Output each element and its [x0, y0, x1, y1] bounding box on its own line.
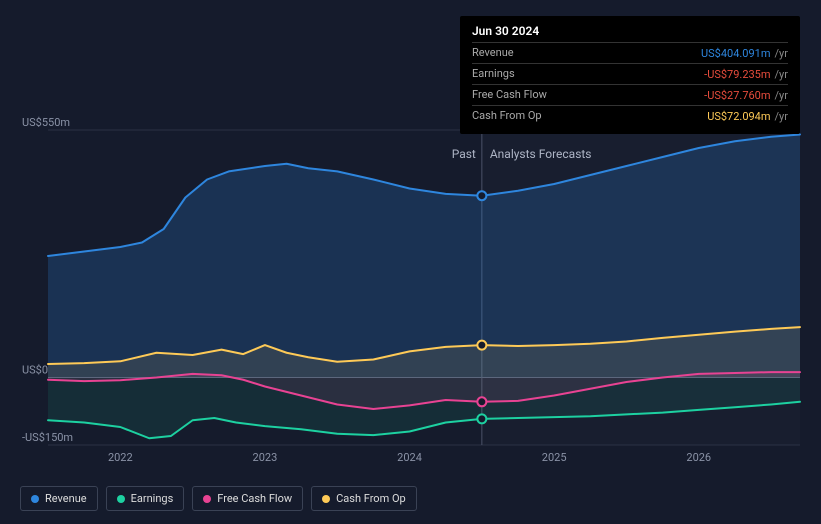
- series-marker-revenue[interactable]: [477, 191, 486, 200]
- x-axis-label: 2025: [542, 451, 567, 464]
- tooltip-row-label: Earnings: [472, 67, 515, 81]
- tooltip-row-suffix: /yr: [775, 68, 788, 81]
- y-axis-label: US$0: [22, 364, 48, 377]
- legend-dot-icon: [117, 495, 125, 503]
- legend-dot-icon: [203, 495, 211, 503]
- tooltip: Jun 30 2024 RevenueUS$404.091m/yrEarning…: [460, 16, 800, 134]
- legend-dot-icon: [322, 495, 330, 503]
- tooltip-row: Cash From Op US$72.094m/yr: [472, 105, 788, 126]
- tooltip-row-value-wrap: US$404.091m/yr: [701, 46, 788, 60]
- legend-item-earnings[interactable]: Earnings: [106, 486, 185, 511]
- x-axis-label: 2026: [686, 451, 711, 464]
- tooltip-row-value: US$72.094m: [707, 110, 770, 123]
- legend-item-label: Free Cash Flow: [217, 492, 292, 505]
- legend-item-label: Cash From Op: [336, 492, 406, 505]
- tooltip-row-value-wrap: -US$79.235m/yr: [704, 67, 788, 81]
- past-label: Past: [452, 147, 476, 161]
- tooltip-row-value: -US$79.235m: [704, 68, 770, 81]
- x-axis-label: 2024: [397, 451, 422, 464]
- series-marker-fcf[interactable]: [477, 397, 486, 406]
- tooltip-row: Earnings -US$79.235m/yr: [472, 63, 788, 84]
- x-axis-label: 2022: [108, 451, 133, 464]
- tooltip-row-value: -US$27.760m: [704, 89, 770, 102]
- tooltip-title: Jun 30 2024: [472, 24, 788, 38]
- legend-item-fcf[interactable]: Free Cash Flow: [192, 486, 303, 511]
- tooltip-row-value-wrap: -US$27.760m/yr: [704, 88, 788, 102]
- tooltip-row: Revenue US$404.091m/yr: [472, 42, 788, 63]
- tooltip-row-label: Free Cash Flow: [472, 88, 547, 102]
- tooltip-row-suffix: /yr: [775, 110, 788, 123]
- tooltip-row-suffix: /yr: [775, 47, 788, 60]
- legend-item-cfo[interactable]: Cash From Op: [311, 486, 417, 511]
- tooltip-row: Free Cash Flow -US$27.760m/yr: [472, 84, 788, 105]
- tooltip-row-label: Cash From Op: [472, 109, 542, 123]
- forecast-label: Analysts Forecasts: [490, 147, 592, 161]
- legend-dot-icon: [31, 495, 39, 503]
- series-marker-cfo[interactable]: [477, 341, 486, 350]
- x-axis-label: 2023: [253, 451, 278, 464]
- tooltip-row-suffix: /yr: [775, 89, 788, 102]
- tooltip-row-label: Revenue: [472, 46, 514, 60]
- y-axis-label: -US$150m: [22, 431, 73, 444]
- legend-item-revenue[interactable]: Revenue: [20, 486, 98, 511]
- y-axis-label: US$550m: [22, 116, 70, 129]
- series-marker-earnings[interactable]: [477, 414, 486, 423]
- legend-item-label: Revenue: [45, 492, 87, 505]
- tooltip-row-value-wrap: US$72.094m/yr: [707, 109, 788, 123]
- legend-item-label: Earnings: [131, 492, 174, 505]
- tooltip-row-value: US$404.091m: [701, 47, 771, 60]
- legend: Revenue Earnings Free Cash Flow Cash From O…: [20, 486, 417, 511]
